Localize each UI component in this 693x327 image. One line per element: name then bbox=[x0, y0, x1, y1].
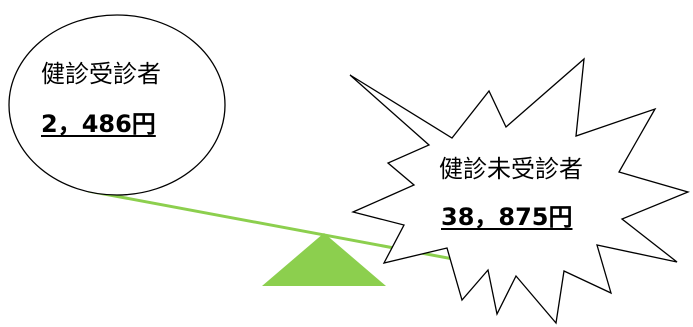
unexamined-burst bbox=[349, 57, 690, 325]
examined-heading: 健診受診者 bbox=[41, 60, 161, 88]
unexamined-heading: 健診未受診者 bbox=[439, 155, 583, 183]
seesaw-fulcrum bbox=[262, 233, 386, 286]
examined-amount: 2，486円 bbox=[41, 110, 156, 138]
unexamined-amount: 38，875円 bbox=[441, 203, 573, 231]
examined-circle bbox=[8, 14, 226, 196]
